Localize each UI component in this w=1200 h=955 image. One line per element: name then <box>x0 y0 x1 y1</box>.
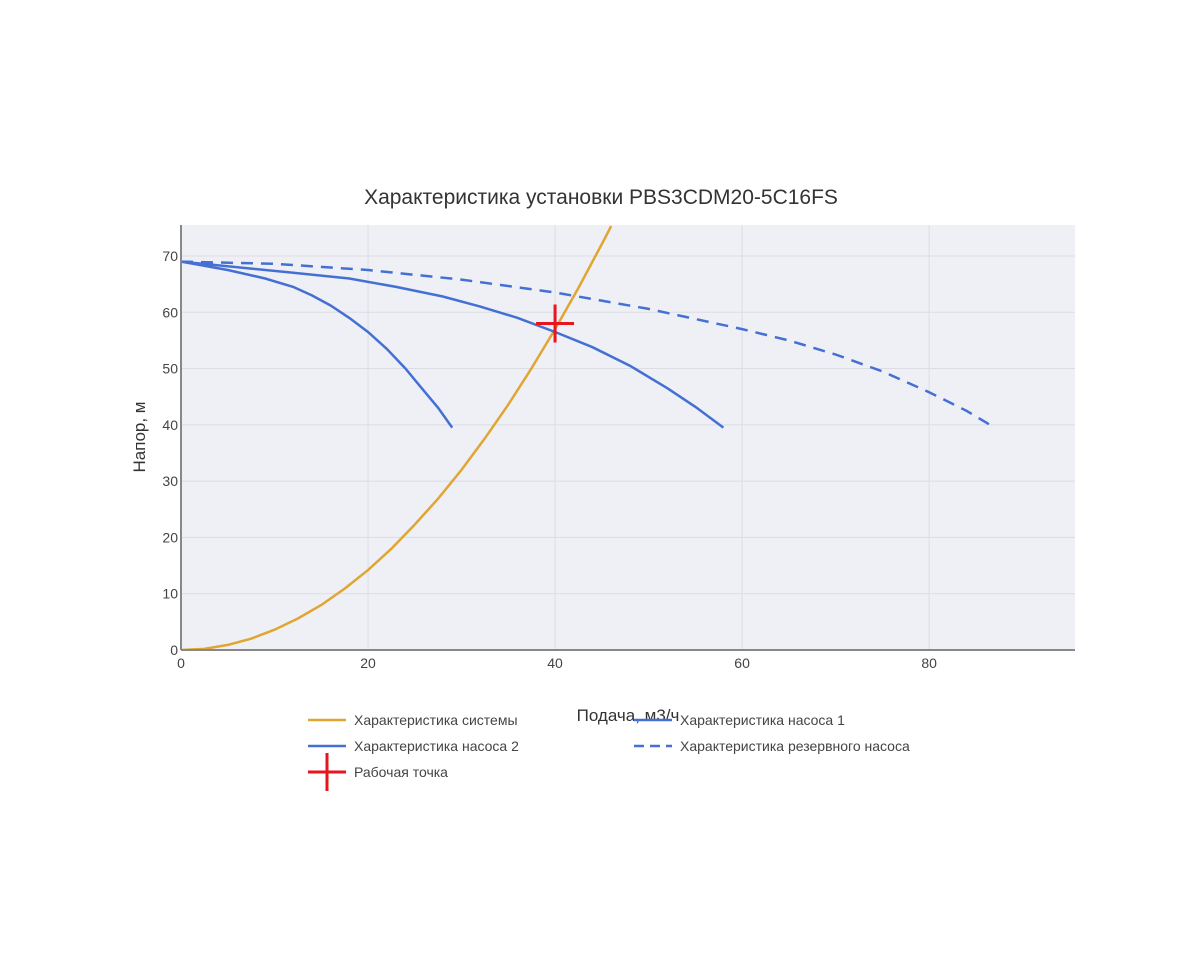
y-tick-label: 30 <box>162 473 178 489</box>
x-axis-title: Подача, м3/ч <box>577 706 680 725</box>
series-line <box>181 260 454 429</box>
y-tick-label: 0 <box>170 642 178 658</box>
series-line <box>181 260 996 429</box>
x-tick-label: 0 <box>177 655 185 671</box>
legend-symbol <box>308 753 346 791</box>
series-line <box>181 225 613 650</box>
marker <box>536 304 575 343</box>
x-tick-label: 60 <box>734 655 750 671</box>
y-tick-label: 60 <box>162 304 178 320</box>
chart-title: Характеристика установки PBS3CDM20-5C16F… <box>364 186 838 209</box>
x-tick-label: 40 <box>547 655 563 671</box>
legend: Характеристика системы Характеристика нас… <box>308 712 910 791</box>
legend-label: Характеристика насоса 2 <box>354 738 519 754</box>
legend-label: Характеристика резервного насоса <box>680 738 910 754</box>
y-tick-label: 10 <box>162 586 178 602</box>
series-line <box>181 260 725 429</box>
y-tick-label: 20 <box>162 529 178 545</box>
legend-label: Рабочая точка <box>354 764 448 780</box>
ticks: 0 20 40 60 80 0 10 20 30 40 50 60 70 <box>162 248 937 671</box>
plot-lines <box>181 225 996 650</box>
y-tick-label: 40 <box>162 417 178 433</box>
y-tick-label: 50 <box>162 361 178 377</box>
plot-area <box>181 225 1075 650</box>
legend-label: Характеристика насоса 1 <box>680 712 845 728</box>
x-tick-label: 80 <box>921 655 937 671</box>
y-tick-label: 70 <box>162 248 178 264</box>
x-tick-label: 20 <box>360 655 376 671</box>
legend-label: Характеристика системы <box>354 712 518 728</box>
y-axis-title: Напор, м <box>130 402 149 473</box>
